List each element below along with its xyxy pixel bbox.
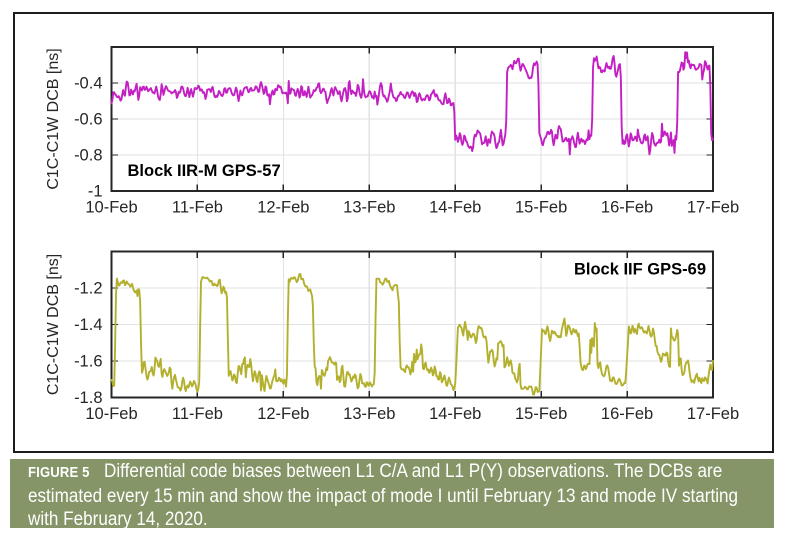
caption-line-1: Differential code biases between L1 C/A …: [104, 461, 723, 482]
y-tick-label: -1.2: [74, 280, 102, 298]
x-tick-label: 15-Feb: [515, 199, 567, 217]
x-tick-label: 15-Feb: [515, 405, 567, 423]
y-tick-label: -1.8: [74, 389, 102, 407]
y-tick-label: -1: [88, 183, 103, 201]
x-tick-label: 12-Feb: [257, 405, 309, 423]
y-axis-label: C1C-C1W DCB [ns]: [45, 48, 62, 189]
x-tick-label: 16-Feb: [601, 405, 653, 423]
x-tick-label: 10-Feb: [85, 199, 137, 217]
figure-frame: [13, 12, 774, 453]
y-tick-label: -0.8: [74, 147, 102, 165]
y-tick-label: -1.4: [74, 316, 102, 334]
x-tick-label: 12-Feb: [257, 199, 309, 217]
x-tick-label: 17-Feb: [687, 199, 739, 217]
axes-box: [110, 46, 714, 192]
x-tick-label: 13-Feb: [343, 199, 395, 217]
figure-caption: FIGURE 5 Differential code biases between…: [10, 459, 774, 528]
x-tick-label: 10-Feb: [85, 405, 137, 423]
data-line: [110, 51, 714, 156]
y-tick-label: -0.6: [74, 111, 102, 129]
x-tick-label: 13-Feb: [343, 405, 395, 423]
y-axis-label: C1C-C1W DCB [ns]: [45, 254, 62, 395]
caption-figure-label: FIGURE 5: [28, 465, 90, 481]
x-tick-label: 14-Feb: [429, 199, 481, 217]
axes-box: [110, 250, 714, 399]
series-label: Block IIF GPS-69: [574, 261, 706, 279]
caption-line-3: with February 14, 2020.: [28, 509, 208, 528]
x-tick-label: 14-Feb: [429, 405, 481, 423]
x-tick-label: 17-Feb: [687, 405, 739, 423]
data-line: [110, 273, 714, 396]
y-tick-label: -0.4: [74, 75, 102, 93]
caption-line-2: estimated every 15 min and show the impa…: [28, 486, 739, 507]
x-tick-label: 16-Feb: [601, 199, 653, 217]
x-tick-label: 11-Feb: [172, 199, 223, 217]
y-tick-label: -1.6: [74, 353, 102, 371]
x-tick-label: 11-Feb: [172, 405, 223, 423]
series-label: Block IIR-M GPS-57: [128, 162, 281, 180]
